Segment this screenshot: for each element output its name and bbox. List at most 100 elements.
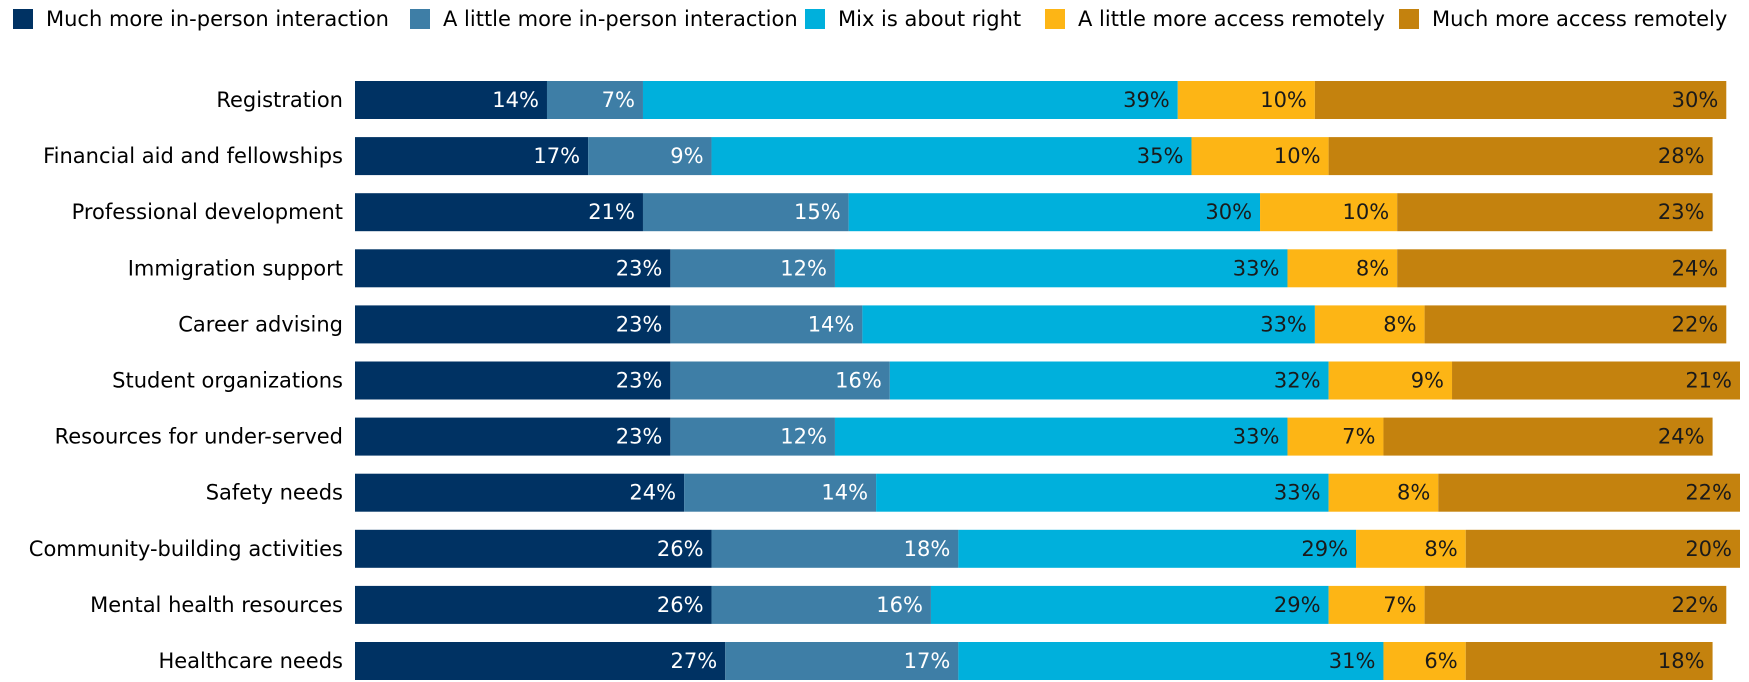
data-label: 7% bbox=[1383, 593, 1416, 617]
legend-swatch bbox=[1045, 9, 1065, 29]
bar-segment bbox=[725, 642, 959, 680]
data-label: 8% bbox=[1356, 256, 1389, 280]
bar-segment bbox=[670, 361, 890, 400]
bar-segment bbox=[355, 137, 589, 176]
bar-segment bbox=[1465, 529, 1740, 568]
bar-segment bbox=[1383, 642, 1466, 680]
data-label: 18% bbox=[1658, 649, 1705, 673]
data-label: 28% bbox=[1658, 144, 1705, 168]
bar-segment bbox=[1260, 193, 1398, 232]
bar-segment bbox=[862, 305, 1315, 344]
data-label: 6% bbox=[1424, 649, 1457, 673]
category-label: Immigration support bbox=[128, 256, 343, 280]
bar-segment bbox=[355, 249, 671, 288]
data-label: 24% bbox=[1658, 425, 1705, 449]
bar-segment bbox=[588, 137, 712, 176]
bar-segment bbox=[1191, 137, 1329, 176]
bar-segment bbox=[958, 642, 1384, 680]
bar-segment bbox=[1424, 305, 1727, 344]
bar-segment bbox=[1287, 417, 1384, 456]
data-label: 15% bbox=[794, 200, 841, 224]
data-label: 26% bbox=[657, 537, 704, 561]
bar-segment bbox=[876, 473, 1329, 512]
bar-segment bbox=[670, 305, 863, 344]
bar-segment bbox=[711, 529, 959, 568]
bar-segment bbox=[1383, 417, 1713, 456]
bar-segment bbox=[711, 585, 931, 624]
bar-segment bbox=[930, 585, 1329, 624]
bar-segment bbox=[642, 193, 849, 232]
category-label: Career advising bbox=[178, 312, 343, 336]
legend-label: Much more access remotely bbox=[1432, 7, 1727, 31]
bar-segment bbox=[670, 417, 835, 456]
data-label: 9% bbox=[1411, 369, 1444, 393]
bar-segment bbox=[1397, 193, 1713, 232]
category-label: Resources for under-served bbox=[55, 425, 343, 449]
data-label: 20% bbox=[1685, 537, 1732, 561]
bar-segment bbox=[1328, 473, 1439, 512]
category-label: Student organizations bbox=[112, 369, 343, 393]
bar-segment bbox=[355, 81, 547, 119]
category-label: Healthcare needs bbox=[158, 649, 343, 673]
bar-segment bbox=[355, 193, 643, 232]
data-label: 23% bbox=[616, 369, 663, 393]
category-label: Mental health resources bbox=[90, 593, 343, 617]
data-label: 10% bbox=[1342, 200, 1389, 224]
data-label: 33% bbox=[1233, 256, 1280, 280]
bar-segment bbox=[1438, 473, 1740, 512]
legend-label: Mix is about right bbox=[838, 7, 1021, 31]
data-label: 23% bbox=[616, 312, 663, 336]
bar-segment bbox=[1177, 81, 1315, 119]
bar-segment bbox=[546, 81, 643, 119]
legend-swatch bbox=[805, 9, 825, 29]
data-label: 23% bbox=[616, 256, 663, 280]
data-label: 21% bbox=[1685, 369, 1732, 393]
data-label: 22% bbox=[1685, 481, 1732, 505]
bar-segment bbox=[1328, 137, 1713, 176]
bar-segment bbox=[1328, 361, 1453, 400]
bar-segment bbox=[711, 137, 1192, 176]
legend-label: A little more in-person interaction bbox=[443, 7, 798, 31]
bar-segment bbox=[355, 361, 671, 400]
legend-swatch bbox=[13, 9, 33, 29]
bar-segment bbox=[355, 642, 726, 680]
bar-segment bbox=[1452, 361, 1740, 400]
data-label: 30% bbox=[1672, 88, 1719, 112]
data-label: 8% bbox=[1397, 481, 1430, 505]
data-label: 29% bbox=[1301, 537, 1348, 561]
data-label: 7% bbox=[602, 88, 635, 112]
data-label: 29% bbox=[1274, 593, 1321, 617]
data-label: 16% bbox=[835, 369, 882, 393]
data-label: 14% bbox=[492, 88, 539, 112]
bar-segment bbox=[355, 473, 685, 512]
bar-segment bbox=[958, 529, 1357, 568]
data-label: 39% bbox=[1123, 88, 1170, 112]
bar-segment bbox=[1465, 642, 1713, 680]
data-label: 12% bbox=[780, 256, 827, 280]
data-label: 23% bbox=[616, 425, 663, 449]
bar-segment bbox=[1287, 249, 1398, 288]
data-label: 9% bbox=[670, 144, 703, 168]
data-label: 17% bbox=[904, 649, 951, 673]
bar-segment bbox=[1397, 249, 1727, 288]
bar-segment bbox=[834, 249, 1288, 288]
category-label: Professional development bbox=[72, 200, 343, 224]
data-label: 22% bbox=[1672, 312, 1719, 336]
data-label: 23% bbox=[1658, 200, 1705, 224]
bar-segment bbox=[834, 417, 1288, 456]
data-label: 21% bbox=[588, 200, 635, 224]
data-label: 14% bbox=[821, 481, 868, 505]
bar-segment bbox=[889, 361, 1329, 400]
data-label: 31% bbox=[1329, 649, 1376, 673]
data-label: 17% bbox=[533, 144, 580, 168]
bar-segment bbox=[355, 529, 712, 568]
bar-segment bbox=[1356, 529, 1466, 568]
bar-segment bbox=[642, 81, 1178, 119]
data-label: 18% bbox=[904, 537, 951, 561]
category-label: Financial aid and fellowships bbox=[43, 144, 343, 168]
legend-label: A little more access remotely bbox=[1078, 7, 1385, 31]
data-label: 22% bbox=[1672, 593, 1719, 617]
bar-segment bbox=[1314, 305, 1425, 344]
data-label: 24% bbox=[1672, 256, 1719, 280]
